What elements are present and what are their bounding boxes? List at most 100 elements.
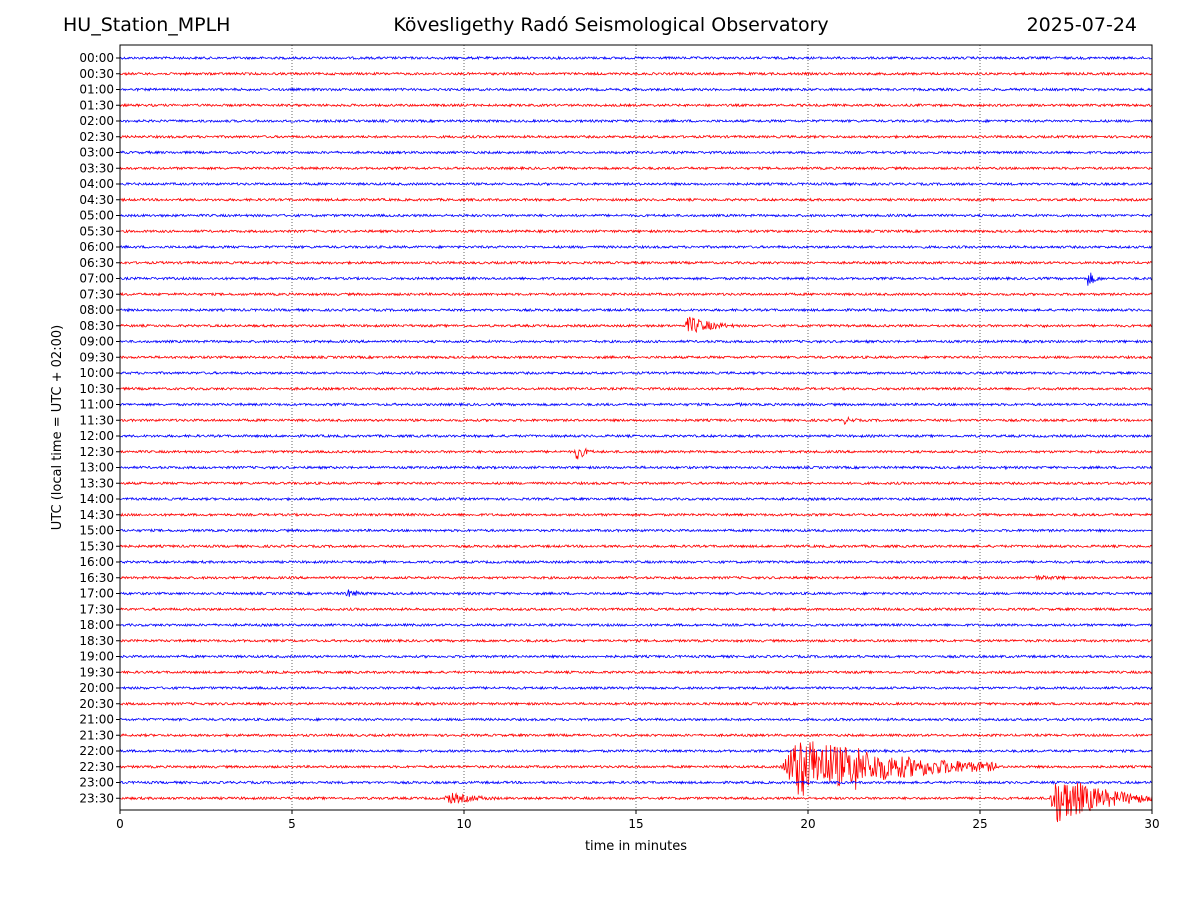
- y-tick-label: 18:00: [79, 618, 114, 632]
- y-tick-label: 23:00: [79, 776, 114, 790]
- x-tick-label: 20: [800, 817, 815, 831]
- y-tick-label: 05:00: [79, 209, 114, 223]
- y-tick-label: 16:00: [79, 555, 114, 569]
- y-tick-label: 02:00: [79, 114, 114, 128]
- x-tick-label: 10: [456, 817, 471, 831]
- trace-1700: [119, 589, 1153, 597]
- trace-0900: [119, 339, 1153, 344]
- trace-2000: [119, 685, 1153, 691]
- y-tick-label: 15:00: [79, 524, 114, 538]
- y-tick-label: 21:00: [79, 713, 114, 727]
- seismic-traces: [119, 55, 1153, 823]
- y-tick-label: 04:30: [79, 193, 114, 207]
- y-tick-label: 07:00: [79, 272, 114, 286]
- y-tick-label: 14:00: [79, 492, 114, 506]
- x-ticks: 0 5 10 15 20 25 30: [116, 810, 1160, 831]
- y-tick-label: 08:30: [79, 319, 114, 333]
- trace-0500: [119, 213, 1153, 218]
- y-tick-label: 00:30: [79, 67, 114, 81]
- y-tick-label: 10:00: [79, 366, 114, 380]
- trace-1800: [119, 622, 1153, 628]
- trace-0430: [119, 197, 1153, 203]
- y-tick-label: 04:00: [79, 177, 114, 191]
- x-tick-label: 30: [1144, 817, 1159, 831]
- trace-1600: [119, 559, 1153, 565]
- y-tick-label: 03:00: [79, 146, 114, 160]
- y-tick-label: 00:00: [79, 51, 114, 65]
- y-tick-label: 18:30: [79, 634, 114, 648]
- trace-2200: [119, 748, 1153, 754]
- station-name: HU_Station_MPLH: [63, 14, 231, 36]
- y-tick-label: 12:00: [79, 429, 114, 443]
- trace-0200: [119, 118, 1153, 124]
- trace-0830: [119, 316, 1153, 334]
- y-axis-label: UTC (local time = UTC + 02:00): [50, 325, 65, 530]
- y-tick-label: 09:30: [79, 350, 114, 364]
- trace-1030: [119, 386, 1153, 392]
- trace-0730: [119, 291, 1153, 297]
- y-tick-label: 22:00: [79, 744, 114, 758]
- trace-1100: [119, 401, 1153, 408]
- y-tick-label: 06:00: [79, 240, 114, 254]
- y-tick-label: 05:30: [79, 224, 114, 238]
- trace-2100: [119, 716, 1153, 722]
- trace-1630: [120, 574, 1153, 581]
- y-tick-label: 20:00: [79, 681, 114, 695]
- y-tick-label: 23:30: [79, 791, 114, 805]
- trace-0100: [119, 87, 1153, 92]
- y-tick-label: 01:00: [79, 83, 114, 97]
- y-tick-label: 02:30: [79, 130, 114, 144]
- trace-0030: [119, 71, 1153, 77]
- x-tick-label: 0: [116, 817, 124, 831]
- trace-0300: [119, 150, 1153, 155]
- trace-0630: [119, 260, 1153, 266]
- y-tick-label: 03:30: [79, 161, 114, 175]
- y-tick-label: 10:30: [79, 382, 114, 396]
- y-tick-label: 13:30: [79, 476, 114, 490]
- y-tick-label: 11:30: [79, 413, 114, 427]
- y-tick-label: 11:00: [79, 398, 114, 412]
- trace-2300: [119, 780, 1153, 785]
- trace-1500: [119, 528, 1153, 534]
- x-tick-label: 15: [628, 817, 643, 831]
- trace-1200: [119, 433, 1153, 439]
- trace-0130: [119, 102, 1153, 108]
- trace-0230: [119, 134, 1153, 140]
- trace-0000: [119, 55, 1153, 61]
- trace-1930: [119, 669, 1153, 675]
- trace-0600: [119, 244, 1153, 250]
- trace-1400: [119, 496, 1153, 502]
- y-tick-label: 17:30: [79, 602, 114, 616]
- trace-1530: [119, 543, 1153, 549]
- trace-1830: [119, 638, 1153, 644]
- trace-2130: [119, 732, 1153, 738]
- trace-1300: [120, 465, 1153, 471]
- trace-1730: [119, 606, 1153, 612]
- trace-2230: [119, 741, 1152, 796]
- trace-0700: [119, 272, 1153, 286]
- trace-1000: [119, 370, 1153, 376]
- trace-2030: [119, 701, 1153, 707]
- y-tick-label: 07:30: [79, 287, 114, 301]
- y-tick-label: 17:00: [79, 587, 114, 601]
- x-tick-label: 25: [972, 817, 987, 831]
- trace-0930: [119, 354, 1153, 360]
- chart-title: Kövesligethy Radó Seismological Observat…: [393, 14, 829, 36]
- y-tick-label: 16:30: [79, 571, 114, 585]
- y-tick-label: 15:30: [79, 539, 114, 553]
- trace-1230: [119, 447, 1153, 460]
- y-tick-label: 14:30: [79, 508, 114, 522]
- y-tick-label: 19:00: [79, 650, 114, 664]
- y-tick-label: 22:30: [79, 760, 114, 774]
- y-tick-label: 12:30: [79, 445, 114, 459]
- y-tick-label: 06:30: [79, 256, 114, 270]
- gridlines: [291, 45, 981, 810]
- x-tick-label: 5: [288, 817, 296, 831]
- trace-2330: [119, 782, 1153, 823]
- trace-0400: [119, 181, 1153, 187]
- y-tick-label: 08:00: [79, 303, 114, 317]
- trace-0800: [119, 307, 1153, 313]
- y-tick-label: 20:30: [79, 697, 114, 711]
- y-tick-label: 01:30: [79, 98, 114, 112]
